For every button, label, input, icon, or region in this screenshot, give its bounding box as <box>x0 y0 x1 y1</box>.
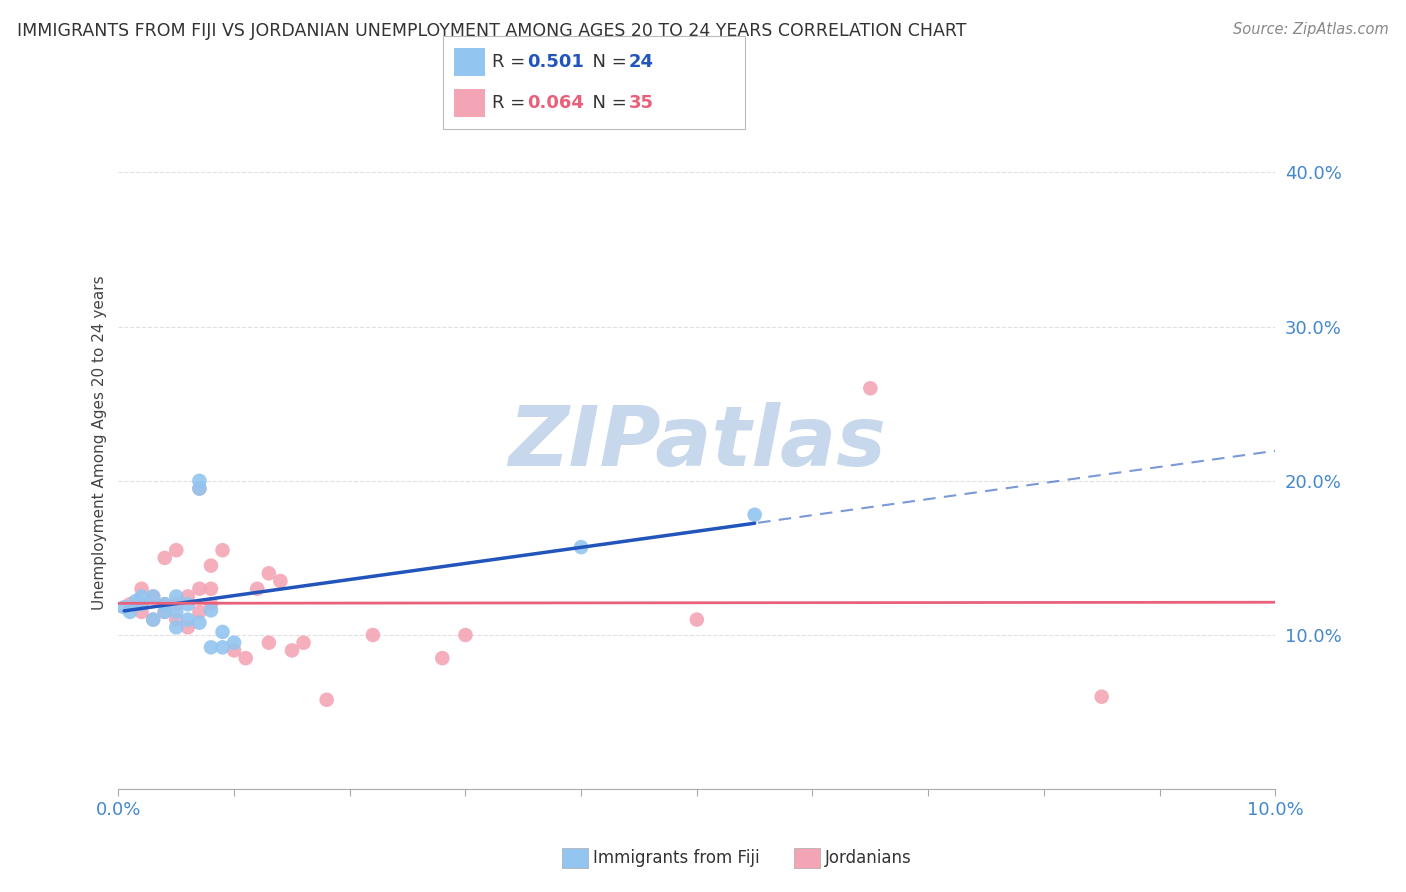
Point <box>142 590 165 604</box>
Point <box>177 590 200 604</box>
Point <box>211 640 233 655</box>
Point <box>165 590 187 604</box>
Text: 35: 35 <box>628 95 654 112</box>
Text: R =: R = <box>492 95 531 112</box>
Point <box>200 603 222 617</box>
Point <box>177 620 200 634</box>
Point <box>142 613 165 627</box>
Point <box>188 482 211 496</box>
Point <box>165 605 187 619</box>
Point <box>177 613 200 627</box>
Point <box>118 597 141 611</box>
Point <box>200 597 222 611</box>
Point <box>153 597 176 611</box>
Point <box>165 620 187 634</box>
Text: Source: ZipAtlas.com: Source: ZipAtlas.com <box>1233 22 1389 37</box>
Point <box>744 508 766 522</box>
Point <box>200 558 222 573</box>
Point <box>153 597 176 611</box>
Point <box>125 594 148 608</box>
Point <box>153 605 176 619</box>
Point <box>1091 690 1114 704</box>
Point <box>188 474 211 488</box>
Point <box>153 605 176 619</box>
Point <box>281 643 304 657</box>
Point <box>859 381 882 395</box>
Point <box>454 628 477 642</box>
Point <box>188 615 211 630</box>
Point <box>165 597 187 611</box>
Text: 24: 24 <box>628 53 654 70</box>
Point <box>361 628 384 642</box>
Point <box>292 636 315 650</box>
Point <box>224 636 246 650</box>
Point <box>131 597 153 611</box>
Point <box>315 693 337 707</box>
Text: 0.501: 0.501 <box>527 53 583 70</box>
Point <box>118 605 141 619</box>
Point <box>165 543 187 558</box>
Y-axis label: Unemployment Among Ages 20 to 24 years: Unemployment Among Ages 20 to 24 years <box>93 275 107 609</box>
Text: R =: R = <box>492 53 531 70</box>
Text: 0.064: 0.064 <box>527 95 583 112</box>
Text: IMMIGRANTS FROM FIJI VS JORDANIAN UNEMPLOYMENT AMONG AGES 20 TO 24 YEARS CORRELA: IMMIGRANTS FROM FIJI VS JORDANIAN UNEMPL… <box>17 22 966 40</box>
Point <box>257 566 280 581</box>
Point <box>165 613 187 627</box>
Point <box>200 640 222 655</box>
Point <box>269 574 291 588</box>
Point <box>131 582 153 596</box>
Point <box>188 582 211 596</box>
Point <box>153 550 176 565</box>
Point <box>224 643 246 657</box>
Point <box>235 651 257 665</box>
Text: Jordanians: Jordanians <box>825 849 912 867</box>
Point <box>131 590 153 604</box>
Point <box>686 613 709 627</box>
Point <box>569 540 592 554</box>
Point <box>131 605 153 619</box>
Point <box>211 543 233 558</box>
Point <box>142 613 165 627</box>
Point <box>177 597 200 611</box>
Text: N =: N = <box>581 95 633 112</box>
Point <box>112 600 135 615</box>
Point <box>432 651 454 665</box>
Point <box>246 582 269 596</box>
Point <box>188 605 211 619</box>
Point <box>142 590 165 604</box>
Point <box>211 624 233 639</box>
Point <box>257 636 280 650</box>
Point <box>188 482 211 496</box>
Point <box>200 582 222 596</box>
Text: N =: N = <box>581 53 633 70</box>
Text: ZIPatlas: ZIPatlas <box>508 401 886 483</box>
Text: Immigrants from Fiji: Immigrants from Fiji <box>593 849 761 867</box>
